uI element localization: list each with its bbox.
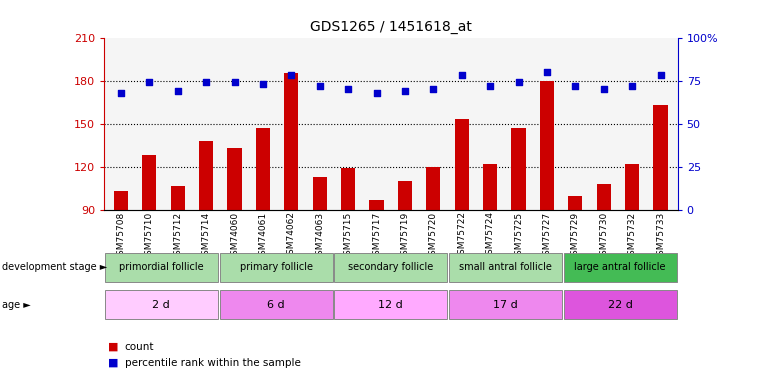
Point — [484, 83, 497, 89]
Text: 12 d: 12 d — [378, 300, 403, 310]
Bar — [227, 148, 242, 210]
Point — [342, 86, 354, 92]
Bar — [597, 184, 611, 210]
Text: ■: ■ — [108, 358, 119, 368]
Bar — [625, 164, 639, 210]
Text: primordial follicle: primordial follicle — [119, 262, 203, 272]
Bar — [334, 290, 447, 320]
Bar — [341, 168, 355, 210]
Point — [313, 83, 326, 89]
Bar — [199, 141, 213, 210]
Point — [370, 90, 383, 96]
Bar — [449, 252, 562, 282]
Title: GDS1265 / 1451618_at: GDS1265 / 1451618_at — [310, 20, 472, 34]
Point — [200, 80, 213, 86]
Point — [399, 88, 411, 94]
Bar — [256, 128, 270, 210]
Text: ■: ■ — [108, 342, 119, 352]
Point — [512, 80, 524, 86]
Bar — [284, 74, 299, 210]
Bar — [142, 155, 156, 210]
Bar — [313, 177, 327, 210]
Text: large antral follicle: large antral follicle — [574, 262, 666, 272]
Text: 17 d: 17 d — [493, 300, 518, 310]
Bar — [219, 252, 333, 282]
Bar — [654, 105, 668, 210]
Text: 22 d: 22 d — [608, 300, 633, 310]
Bar — [483, 164, 497, 210]
Point — [654, 72, 667, 78]
Point — [541, 69, 553, 75]
Text: secondary follicle: secondary follicle — [348, 262, 434, 272]
Point — [143, 80, 156, 86]
Text: 2 d: 2 d — [152, 300, 170, 310]
Text: 6 d: 6 d — [267, 300, 285, 310]
Point — [598, 86, 610, 92]
Bar — [105, 290, 218, 320]
Text: small antral follicle: small antral follicle — [459, 262, 552, 272]
Bar — [105, 252, 218, 282]
Bar — [219, 290, 333, 320]
Point — [427, 86, 440, 92]
Point — [569, 83, 581, 89]
Bar — [540, 81, 554, 210]
Bar — [370, 200, 383, 210]
Bar — [449, 290, 562, 320]
Bar — [427, 167, 440, 210]
Bar — [171, 186, 185, 210]
Point — [257, 81, 270, 87]
Text: development stage ►: development stage ► — [2, 262, 107, 272]
Bar — [454, 119, 469, 210]
Text: percentile rank within the sample: percentile rank within the sample — [125, 358, 300, 368]
Bar — [564, 252, 677, 282]
Text: primary follicle: primary follicle — [239, 262, 313, 272]
Bar — [398, 181, 412, 210]
Point — [456, 72, 468, 78]
Point — [285, 72, 297, 78]
Bar — [114, 191, 128, 210]
Bar — [568, 196, 582, 210]
Point — [229, 80, 241, 86]
Point — [172, 88, 184, 94]
Bar — [511, 128, 526, 210]
Bar — [334, 252, 447, 282]
Point — [115, 90, 127, 96]
Bar — [564, 290, 677, 320]
Point — [626, 83, 638, 89]
Text: age ►: age ► — [2, 300, 30, 310]
Text: count: count — [125, 342, 154, 352]
